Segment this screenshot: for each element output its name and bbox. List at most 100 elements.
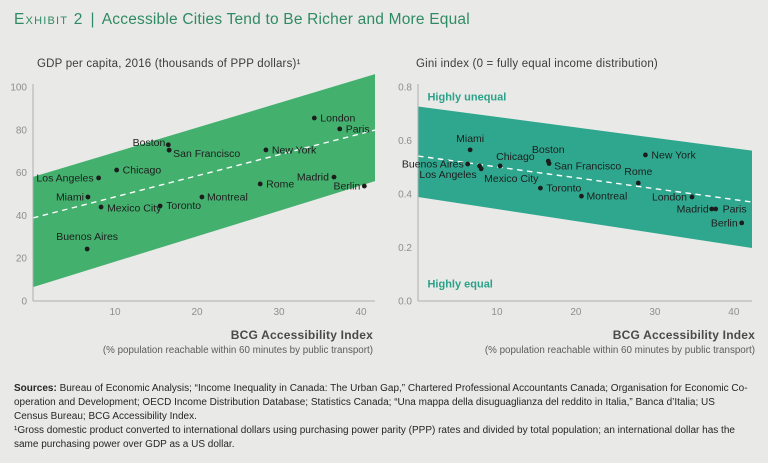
data-point-dot (263, 147, 269, 153)
y-tick-label: 100 (10, 83, 27, 94)
city-label: London (320, 113, 355, 125)
data-point-dot (467, 147, 473, 153)
city-label: Buenos Aires (56, 231, 118, 243)
trend-line (417, 155, 753, 203)
data-point-dot (311, 115, 317, 121)
city-label: Chicago (496, 151, 535, 163)
y-tick-label: 0 (21, 297, 27, 308)
city-label: Rome (266, 178, 294, 190)
annotation-label: Highly unequal (427, 91, 506, 103)
y-tick-label: 60 (16, 168, 28, 179)
city-label: Berlin (711, 217, 738, 229)
data-point-dot (84, 246, 90, 252)
y-tick-label: 0.4 (398, 190, 412, 201)
sources-label: Sources: (14, 383, 57, 394)
city-label: Boston (133, 137, 166, 149)
y-tick-label: 0.0 (398, 297, 412, 308)
data-point-dot (579, 193, 584, 199)
y-tick-label: 20 (16, 254, 28, 265)
gdp-scatter-chart: 0 20 40 60 80 100 10 20 30 40 Buenos Aires Miami Los… (10, 74, 376, 318)
xaxis-title: BCG Accessibility Index (230, 328, 373, 342)
data-point-dot (85, 194, 91, 200)
data-point-dot (635, 180, 641, 186)
city-label: New York (272, 144, 317, 156)
city-label: Mexico City (484, 173, 539, 185)
data-point-dot (331, 174, 337, 180)
data-point-dot (478, 166, 484, 172)
page-title: Exhibit 2 | Accessible Cities Tend to Be R… (14, 11, 470, 29)
x-tick-label: 20 (570, 307, 582, 318)
x-tick-label: 40 (355, 307, 367, 318)
sources-line: Sources: Bureau of Economic Analysis; “I… (14, 382, 748, 424)
data-point-dot (465, 161, 471, 167)
city-label: San Francisco (173, 148, 240, 160)
annotation-label: Highly equal (427, 279, 492, 291)
x-tick-label: 20 (191, 307, 203, 318)
city-label: Miami (56, 191, 84, 203)
gdp-chart-title: GDP per capita, 2016 (thousands of PPP d… (37, 58, 301, 70)
data-point-dot (537, 185, 543, 191)
data-point-dot (199, 194, 205, 200)
data-point-dot (739, 220, 745, 226)
data-point-dot (497, 163, 503, 169)
footer: Sources: Bureau of Economic Analysis; “I… (14, 382, 748, 452)
city-label: Madrid (677, 203, 709, 215)
xaxis-subtitle: (% population reachable within 60 minute… (484, 345, 755, 356)
city-label: Montreal (207, 191, 248, 203)
data-point-dot (689, 194, 695, 200)
city-label: San Francisco (554, 161, 621, 173)
exhibit-label: Exhibit 2 (14, 11, 84, 28)
gini-scatter-chart: 0.0 0.2 0.4 0.6 0.8 10 20 30 40 Highly unequal Hig… (398, 83, 753, 318)
data-point-dot (337, 126, 343, 132)
city-label: Paris (346, 123, 370, 135)
x-tick-label: 10 (491, 307, 503, 318)
city-label: Berlin (333, 181, 360, 193)
city-label: Los Angeles (36, 172, 93, 184)
city-label: Chicago (123, 165, 162, 177)
gini-xaxis-label: BCG Accessibility Index (% population re… (400, 328, 755, 357)
data-point-dot (165, 142, 171, 148)
x-tick-label: 10 (109, 307, 121, 318)
xaxis-title: BCG Accessibility Index (612, 328, 755, 342)
city-label: Montreal (586, 191, 627, 203)
trend-line (32, 129, 376, 219)
xaxis-subtitle: (% population reachable within 60 minute… (102, 345, 373, 356)
city-label: Buenos Aires (402, 159, 464, 171)
y-tick-label: 0.6 (398, 136, 412, 147)
city-label: Rome (624, 166, 652, 178)
y-tick-label: 80 (16, 125, 28, 136)
city-label: Toronto (546, 183, 581, 195)
x-tick-label: 40 (728, 307, 740, 318)
data-point-dot (361, 183, 367, 189)
city-label: New York (651, 149, 696, 161)
data-point-dot (98, 204, 104, 210)
title-separator: | (90, 11, 95, 28)
data-point-dot (713, 206, 719, 212)
city-label: Los Angeles (419, 169, 476, 181)
y-tick-label: 0.8 (398, 83, 412, 94)
city-label: Paris (723, 203, 747, 215)
gini-chart-title: Gini index (0 = fully equal income distr… (416, 58, 658, 70)
city-label: Toronto (166, 200, 201, 212)
gdp-xaxis-label: BCG Accessibility Index (% population re… (14, 328, 373, 357)
y-tick-label: 0.2 (398, 243, 412, 254)
x-tick-label: 30 (273, 307, 285, 318)
data-point-dot (257, 181, 263, 187)
data-point-dot (96, 175, 102, 181)
city-label: Boston (532, 144, 565, 156)
footnote: ¹Gross domestic product converted to int… (14, 425, 735, 450)
city-label: Mexico City (107, 203, 162, 215)
y-tick-label: 40 (16, 211, 28, 222)
title-text: Accessible Cities Tend to Be Richer and … (101, 11, 470, 28)
data-point-dot (709, 206, 715, 212)
x-tick-label: 30 (649, 307, 661, 318)
city-label: Madrid (297, 172, 329, 184)
confidence-band (33, 74, 375, 288)
city-label: London (652, 191, 687, 203)
data-point-dot (114, 167, 120, 173)
confidence-band (418, 106, 752, 249)
city-label: Miami (456, 133, 484, 145)
data-point-dot (546, 161, 552, 166)
data-point-dot (157, 203, 163, 209)
